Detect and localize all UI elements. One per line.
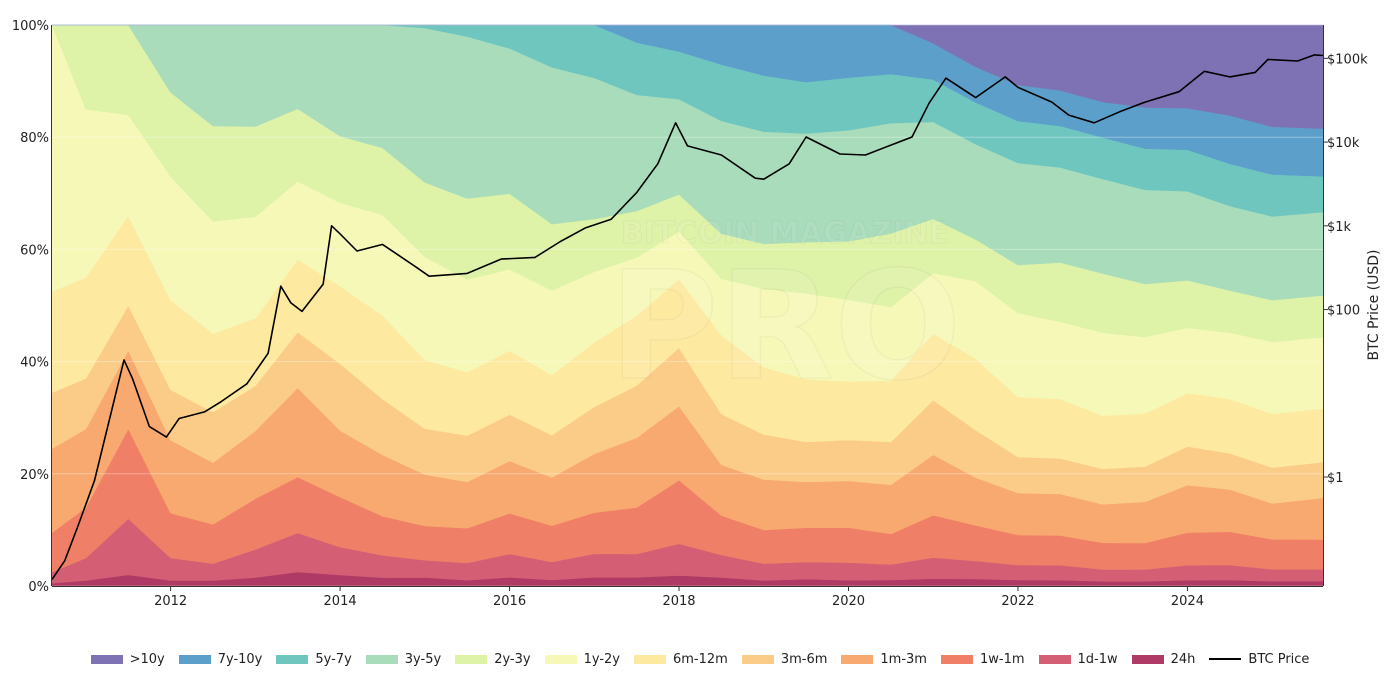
legend-label: 1y-2y [583, 651, 620, 667]
legend-label: 5y-7y [315, 651, 352, 667]
y-tick-label: 40% [20, 356, 49, 371]
legend-swatch [90, 654, 123, 664]
legend-label: >10y [129, 651, 165, 667]
btc-price-line-group [51, 54, 1324, 580]
legend-item-2y-3y[interactable]: 2y-3y [455, 651, 531, 667]
legend-item-5y-7y[interactable]: 5y-7y [276, 651, 352, 667]
y2-tick-label: $100 [1327, 304, 1360, 319]
legend-item-1m-3m[interactable]: 1m-3m [841, 652, 927, 667]
legend-swatch [178, 654, 211, 664]
y2-tick-label: $100k [1327, 52, 1368, 67]
legend-swatch [1131, 654, 1164, 664]
legend-label: 1d-1w [1077, 651, 1118, 667]
legend-swatch [365, 654, 398, 664]
legend-item-24h[interactable]: 24h [1131, 651, 1196, 667]
legend-label: 24h [1170, 651, 1196, 667]
x-axis: 2012 2014 2016 2018 2020 2022 2024 [52, 586, 1323, 609]
y-tick-label: 60% [20, 243, 49, 258]
legend-swatch [276, 654, 309, 664]
legend-swatch [634, 654, 666, 664]
x-tick-label: 2014 [324, 594, 357, 609]
legend-swatch [940, 654, 973, 664]
x-tick-label: 2012 [154, 594, 187, 609]
legend-label: 2y-3y [494, 651, 531, 667]
legend-swatch [1209, 658, 1242, 660]
watermark: BITCOIN MAGAZINE PRO [608, 216, 962, 415]
y2-tick-label: $1k [1327, 220, 1352, 235]
legend-label: 3y-5y [404, 651, 442, 667]
legend-item-1w-1m[interactable]: 1w-1m [940, 651, 1025, 667]
y-axis-right: $1 $100 $1k $10k $100k [1323, 25, 1368, 586]
x-tick-label: 2018 [662, 594, 695, 609]
legend-item-7y-10y[interactable]: 7y-10y [178, 651, 263, 667]
watermark-line1: BITCOIN MAGAZINE [621, 216, 949, 251]
x-tick-label: 2020 [832, 594, 865, 609]
y-tick-label: 0% [28, 580, 49, 595]
y2-tick-label: $10k [1327, 136, 1360, 151]
btc-price-line [51, 54, 1324, 580]
legend-item-over-10y[interactable]: >10y [90, 651, 165, 667]
legend-swatch [544, 654, 577, 664]
legend-item-btc-price[interactable]: BTC Price [1209, 652, 1309, 667]
x-tick-label: 2022 [1001, 594, 1034, 609]
legend-label: 3m-6m [780, 651, 828, 667]
y-tick-label: 20% [20, 468, 49, 483]
watermark-line2: PRO [609, 240, 962, 414]
legend-label: 7y-10y [217, 651, 263, 667]
legend-item-6m-12m[interactable]: 6m-12m [634, 652, 728, 667]
legend: >10y 7y-10y 5y-7y 3y-5y 2y-3y 1y-2y 6m-12m 3m-6… [0, 646, 1400, 672]
x-tick-label: 2024 [1171, 594, 1204, 609]
y-axis-left: 0% 20% 40% 60% 80% 100% [12, 19, 52, 595]
legend-swatch [841, 654, 874, 664]
y2-tick-label: $1 [1327, 471, 1344, 486]
stacked-areas [51, 24, 1324, 587]
legend-item-3y-5y[interactable]: 3y-5y [365, 651, 442, 667]
legend-label: BTC Price [1248, 651, 1310, 667]
legend-label: 6m-12m [673, 651, 728, 667]
legend-swatch [1038, 654, 1071, 664]
legend-swatch [741, 654, 774, 664]
legend-item-1y-2y[interactable]: 1y-2y [544, 651, 620, 667]
legend-item-1d-1w[interactable]: 1d-1w [1038, 651, 1118, 667]
y2-axis-title: BTC Price (USD) [1366, 249, 1382, 360]
y-tick-label: 80% [20, 131, 49, 146]
legend-label: 1m-3m [880, 651, 927, 667]
legend-label: 1w-1m [979, 651, 1025, 667]
y-tick-label: 100% [12, 19, 49, 34]
legend-item-3m-6m[interactable]: 3m-6m [741, 651, 828, 667]
x-tick-label: 2016 [493, 594, 526, 609]
legend-swatch [455, 654, 488, 664]
